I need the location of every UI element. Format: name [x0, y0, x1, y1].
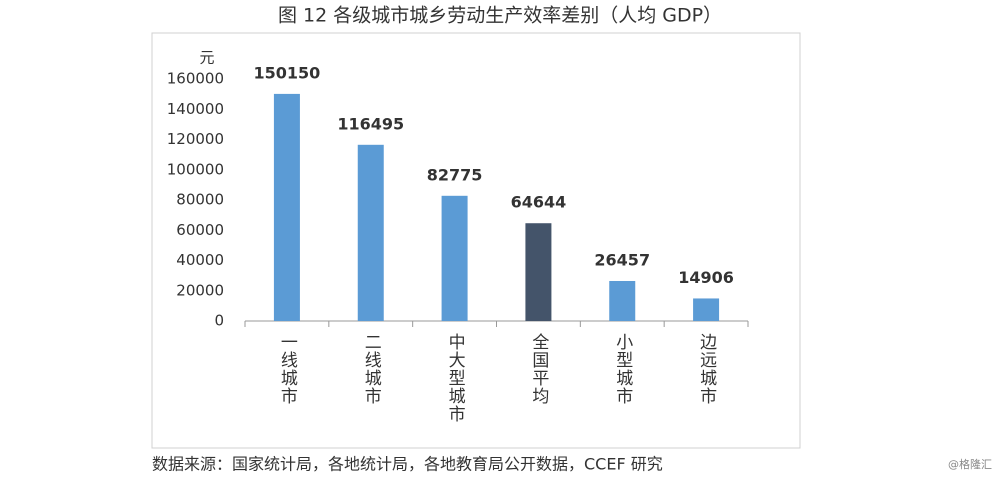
watermark: @格隆汇	[948, 457, 992, 471]
x-tick-label: 小型城市	[612, 333, 633, 405]
x-tick-label: 边远城市	[696, 333, 717, 405]
y-unit: 元	[199, 49, 214, 67]
y-tick-label: 120000	[167, 130, 224, 148]
y-tick-label: 40000	[176, 251, 224, 269]
source: 数据来源：国家统计局，各地统计局，各地教育局公开数据，CCEF 研究	[152, 455, 663, 474]
data-label: 150150	[254, 63, 321, 82]
data-label: 26457	[594, 250, 650, 269]
bar	[441, 195, 468, 321]
y-tick-label: 60000	[176, 221, 224, 239]
bar	[693, 298, 720, 321]
bar	[609, 280, 636, 321]
x-tick-label: 一线城市	[277, 333, 298, 405]
chart-title: 图 12 各级城市城乡劳动生产效率差别（人均 GDP）	[278, 5, 722, 27]
x-tick-label: 中大型城市	[445, 333, 466, 423]
y-tick-label: 0	[214, 312, 224, 330]
x-tick-label: 全国平均	[528, 333, 549, 405]
bar	[525, 223, 552, 321]
x-tick-label: 二线城市	[361, 333, 382, 405]
data-label: 64644	[511, 193, 567, 212]
data-label: 82775	[427, 165, 483, 184]
y-tick-label: 140000	[167, 100, 224, 118]
data-label: 116495	[337, 114, 404, 133]
y-tick-label: 80000	[176, 191, 224, 209]
chart-frame	[151, 32, 801, 449]
bar	[273, 93, 300, 321]
y-tick-label: 160000	[167, 70, 224, 88]
y-tick-label: 20000	[176, 281, 224, 299]
data-label: 14906	[678, 268, 734, 287]
y-tick-label: 100000	[167, 160, 224, 178]
bar	[357, 144, 384, 321]
